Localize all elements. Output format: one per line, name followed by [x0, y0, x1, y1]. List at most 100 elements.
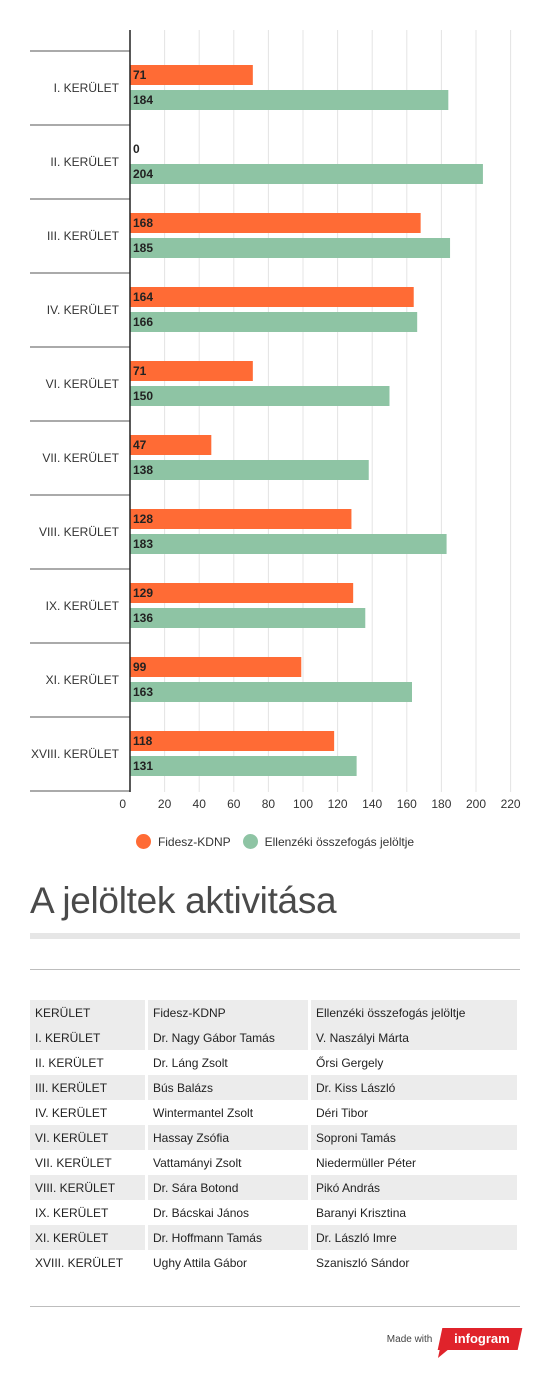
bar-value-label: 164 — [133, 290, 153, 304]
table-cell: Niedermüller Péter — [311, 1150, 520, 1175]
x-tick-label: 120 — [328, 797, 348, 811]
bar-ellenzek — [130, 312, 418, 332]
table-cell: Dr. Nagy Gábor Tamás — [148, 1025, 311, 1050]
table-cell: Dr. László Imre — [311, 1225, 520, 1250]
bar-fidesz — [130, 287, 414, 307]
table-cell: IV. KERÜLET — [30, 1100, 148, 1125]
bar-value-label: 204 — [133, 167, 153, 181]
table-row: VI. KERÜLET Hassay Zsófia Soproni Tamás — [30, 1125, 520, 1150]
bar-fidesz — [130, 509, 352, 529]
bar-ellenzek — [130, 164, 483, 184]
legend-swatch-fidesz — [135, 834, 151, 849]
table-cell: Szaniszló Sándor — [311, 1250, 520, 1275]
table-header-row: KERÜLET Fidesz-KDNP Ellenzéki összefogás… — [30, 1000, 520, 1025]
footer-divider — [30, 1306, 520, 1307]
bar-ellenzek — [130, 386, 390, 406]
bar-value-label: 136 — [133, 611, 153, 625]
bar-ellenzek — [130, 756, 357, 776]
category-label: XVIII. KERÜLET — [31, 747, 120, 761]
infogram-logo-tail — [438, 1350, 449, 1358]
category-label: I. KERÜLET — [54, 81, 120, 95]
bar-ellenzek — [130, 238, 451, 258]
table-cell: VIII. KERÜLET — [30, 1175, 148, 1200]
table-cell: Őrsi Gergely — [311, 1050, 520, 1075]
table-header-cell: Ellenzéki összefogás jelöltje — [311, 1000, 520, 1025]
table-cell: VI. KERÜLET — [30, 1125, 148, 1150]
table-cell: Bús Balázs — [148, 1075, 311, 1100]
table-cell: Ughy Attila Gábor — [148, 1250, 311, 1275]
table-cell: Pikó András — [311, 1175, 520, 1200]
bar-fidesz — [130, 657, 302, 677]
bar-value-label: 184 — [133, 93, 153, 107]
category-label: XI. KERÜLET — [46, 673, 120, 687]
bar-fidesz — [130, 583, 354, 603]
category-label: II. KERÜLET — [50, 155, 119, 169]
x-tick-label: 60 — [227, 797, 241, 811]
table-cell: II. KERÜLET — [30, 1050, 148, 1075]
candidates-table: KERÜLET Fidesz-KDNP Ellenzéki összefogás… — [30, 1000, 520, 1275]
x-tick-label: 80 — [262, 797, 276, 811]
bar-value-label: 163 — [133, 685, 153, 699]
bar-fidesz — [130, 435, 212, 455]
table-row: VII. KERÜLET Vattamányi Zsolt Niedermüller… — [30, 1150, 520, 1175]
table-row: XI. KERÜLET Dr. Hoffmann Tamás Dr. László … — [30, 1225, 520, 1250]
bar-fidesz — [130, 361, 253, 381]
footer: Made with infogram — [386, 1328, 523, 1358]
bar-value-label: 0 — [133, 142, 140, 156]
table-cell: Vattamányi Zsolt — [148, 1150, 311, 1175]
table-cell: V. Naszályi Márta — [311, 1025, 520, 1050]
table-header-cell: KERÜLET — [30, 1000, 148, 1025]
table-cell: I. KERÜLET — [30, 1025, 148, 1050]
bar-ellenzek — [130, 608, 366, 628]
table-row: IV. KERÜLET Wintermantel Zsolt Déri Tibor — [30, 1100, 520, 1125]
bar-value-label: 118 — [133, 734, 153, 748]
table-cell: Déri Tibor — [311, 1100, 520, 1125]
table-cell: Soproni Tamás — [311, 1125, 520, 1150]
section-title: A jelöltek aktivitása — [30, 880, 337, 921]
table-cell: Wintermantel Zsolt — [148, 1100, 311, 1125]
legend-item-fidesz[interactable]: Fidesz-KDNP — [135, 834, 231, 849]
made-with-text: Made with — [386, 1333, 433, 1345]
category-label: VII. KERÜLET — [42, 451, 119, 465]
table-row: II. KERÜLET Dr. Láng Zsolt Őrsi Gergely — [30, 1050, 520, 1075]
x-tick-label: 140 — [362, 797, 382, 811]
table-cell: Hassay Zsófia — [148, 1125, 311, 1150]
title-underline — [30, 933, 520, 939]
bar-value-label: 166 — [133, 315, 153, 329]
infogram-logo[interactable]: infogram — [438, 1328, 523, 1358]
bar-ellenzek — [130, 682, 412, 702]
bar-value-label: 99 — [133, 660, 147, 674]
bar-value-label: 150 — [133, 389, 153, 403]
bar-value-label: 71 — [133, 364, 147, 378]
bar-value-label: 185 — [133, 241, 153, 255]
bar-ellenzek — [130, 90, 449, 110]
infogram-logo-text: infogram — [454, 1331, 511, 1346]
category-label: III. KERÜLET — [47, 229, 120, 243]
bar-value-label: 138 — [133, 463, 153, 477]
table-cell: VII. KERÜLET — [30, 1150, 148, 1175]
table-cell: XI. KERÜLET — [30, 1225, 148, 1250]
bar-value-label: 47 — [133, 438, 147, 452]
table-cell: Dr. Bácskai János — [148, 1200, 311, 1225]
bar-value-label: 183 — [133, 537, 153, 551]
chart-legend: Fidesz-KDNP Ellenzéki összefogás jelöltj… — [0, 834, 550, 849]
bar-fidesz — [130, 213, 421, 233]
bar-value-label: 128 — [133, 512, 153, 526]
x-tick-label: 220 — [501, 797, 521, 811]
category-label: VI. KERÜLET — [46, 377, 120, 391]
table-row: XVIII. KERÜLET Ughy Attila Gábor Szaniszló… — [30, 1250, 520, 1275]
table-cell: Dr. Sára Botond — [148, 1175, 311, 1200]
table-row: VIII. KERÜLET Dr. Sára Botond Pikó András — [30, 1175, 520, 1200]
table-cell: Dr. Kiss László — [311, 1075, 520, 1100]
x-tick-label: 200 — [466, 797, 486, 811]
x-tick-label: 20 — [158, 797, 172, 811]
bar-fidesz — [130, 731, 335, 751]
bar-value-label: 131 — [133, 759, 153, 773]
legend-item-ellenzek[interactable]: Ellenzéki összefogás jelöltje — [242, 834, 414, 849]
table-row: I. KERÜLET Dr. Nagy Gábor Tamás V. Naszály… — [30, 1025, 520, 1050]
table-header-cell: Fidesz-KDNP — [148, 1000, 311, 1025]
bar-value-label: 71 — [133, 68, 147, 82]
category-label: IX. KERÜLET — [46, 599, 120, 613]
table-cell: III. KERÜLET — [30, 1075, 148, 1100]
x-tick-label: 0 — [119, 797, 126, 811]
